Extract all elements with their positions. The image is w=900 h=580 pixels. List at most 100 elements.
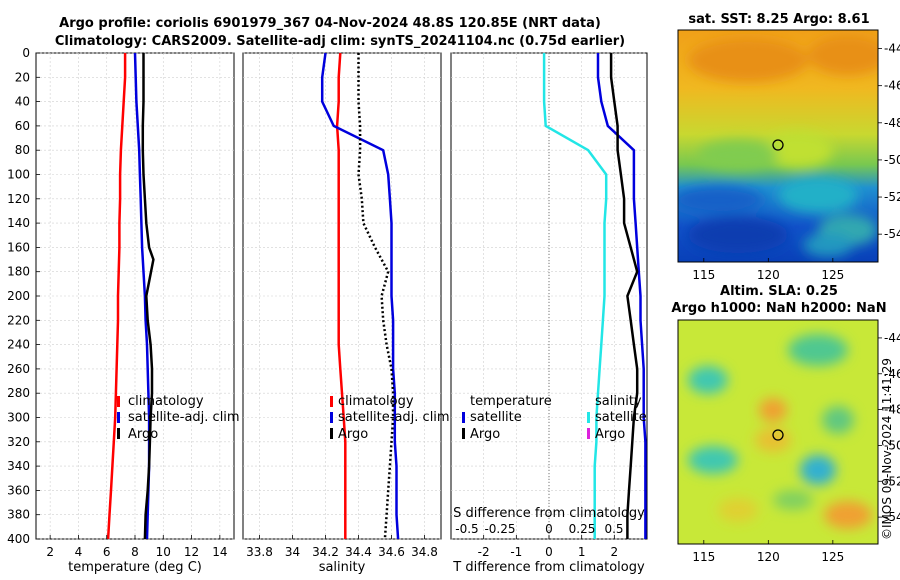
map-y-tick-label: -48 [884,116,900,130]
sla-argo-marker [772,429,784,441]
difference-xlabel: T difference from climatology [452,560,645,575]
map-y-tick-label: -54 [884,227,900,241]
x-tick-label: 0 [545,545,553,559]
y-tick-label: 400 [7,532,30,546]
map-x-tick-label: 115 [692,268,715,282]
x-tick-label: 1 [578,545,586,559]
y-tick-label: 360 [7,483,30,497]
x-tick-label: -2 [478,545,490,559]
sla-map-title2: Argo h1000: NaN h2000: NaN [671,301,886,316]
diff-legend-salinity-title: salinity [595,394,642,409]
diff-legend-temp-argo: Argo [470,427,500,442]
difference-legend: temperature satellite Argo salinity sate… [462,394,647,442]
y-tick-label: 220 [7,313,30,327]
x-tick-label: 34 [285,545,300,559]
y-tick-label: 80 [15,143,30,157]
map-y-tick-label: -52 [884,474,900,488]
y-tick-label: 140 [7,216,30,230]
map-x-tick-label: 120 [757,550,780,564]
map-y-tick-label: -50 [884,438,900,452]
temperature-panel: 2 4 6 8 10 12 14 0 20 40 60 80 100 120 140 160 180 200 22… [7,46,240,575]
series-argo [141,53,155,540]
map-y-tick-label: -48 [884,403,900,417]
diff-legend-sal-satellite: satellite [595,410,647,425]
difference-top-label: S difference from climatology [453,506,645,521]
y-tick-label: 380 [7,508,30,522]
map-x-tick-label: 120 [757,268,780,282]
y-tick-label: 300 [7,411,30,425]
map-x-tick-label: 115 [692,550,715,564]
x-tick-label: 8 [131,545,139,559]
sla-map: Altim. SLA: 0.25 Argo h1000: NaN h2000: … [671,284,900,564]
y-tick-label: 260 [7,362,30,376]
series-salinity-satellite [542,53,608,539]
diff-legend-temperature-title: temperature [470,394,552,409]
map-y-tick-label: -44 [884,331,900,345]
top-tick-label: 0.25 [569,522,596,536]
sal-legend-argo: Argo [338,427,368,442]
temp-legend-argo: Argo [128,427,158,442]
x-tick-label: 2 [46,545,54,559]
sal-legend-climatology: climatology [338,394,414,409]
sst-map: sat. SST: 8.25 Argo: 8.61 -44 -46 -48 -50 -5… [677,12,900,282]
top-tick-label: 0.5 [604,522,623,536]
map-y-tick-label: -46 [884,367,900,381]
map-x-tick-label: 125 [821,268,844,282]
y-tick-label: 60 [15,119,30,133]
sst-map-title: sat. SST: 8.25 Argo: 8.61 [688,12,869,27]
salinity-panel: 33.8 34 34.2 34.4 34.6 34.8 salinity climatol… [242,52,450,575]
top-tick-label: -0.25 [484,522,515,536]
series-climatology [335,52,347,539]
salinity-legend: climatology satellite-adj. clim Argo [330,394,450,442]
series-argo [357,53,395,540]
x-tick-label: 34.4 [345,545,372,559]
top-tick-label: 0 [545,522,553,536]
x-tick-label: 4 [75,545,83,559]
title-line1: Argo profile: coriolis 6901979_367 04-No… [59,16,601,31]
diff-legend-temp-satellite: satellite [470,410,522,425]
x-tick-label: 34.8 [411,545,438,559]
temp-legend-satellite: satellite-adj. clim [128,410,240,425]
map-y-tick-label: -52 [884,190,900,204]
map-y-tick-label: -54 [884,510,900,524]
temperature-xlabel: temperature (deg C) [68,560,202,575]
y-tick-label: 280 [7,386,30,400]
y-tick-label: 340 [7,459,30,473]
x-tick-label: -1 [510,545,522,559]
map-y-tick-label: -46 [884,79,900,93]
y-tick-label: 120 [7,192,30,206]
temp-legend-climatology: climatology [128,394,204,409]
y-tick-label: 100 [7,168,30,182]
map-x-tick-label: 125 [821,550,844,564]
salinity-xlabel: salinity [319,560,366,575]
x-tick-label: 14 [212,545,227,559]
y-tick-label: 160 [7,240,30,254]
diff-legend-sal-argo: Argo [595,427,625,442]
y-tick-label: 0 [22,46,30,60]
x-tick-label: 2 [611,545,619,559]
x-tick-label: 10 [156,545,171,559]
difference-panel: -2 -1 0 1 2 -0.5 -0.25 0 0.25 0.5 T difference f… [450,52,648,575]
x-tick-label: 34.6 [378,545,405,559]
top-tick-label: -0.5 [455,522,478,536]
series-satellite-adj-clim [320,52,400,540]
sst-argo-marker [772,139,784,151]
map-y-tick-label: -44 [884,42,900,56]
map-y-tick-label: -50 [884,153,900,167]
y-tick-label: 40 [15,95,30,109]
sal-legend-satellite: satellite-adj. clim [338,410,450,425]
x-tick-label: 12 [184,545,199,559]
x-tick-label: 34.2 [312,545,339,559]
series-temperature-argo [609,53,639,539]
y-tick-label: 20 [15,70,30,84]
y-tick-label: 320 [7,435,30,449]
y-tick-label: 200 [7,289,30,303]
sla-map-title1: Altim. SLA: 0.25 [720,284,838,299]
x-tick-label: 6 [103,545,111,559]
title-line2: Climatology: CARS2009. Satellite-adj cli… [55,34,625,49]
y-tick-label: 240 [7,338,30,352]
temperature-legend: climatology satellite-adj. clim Argo [117,394,240,442]
series-climatology [106,53,127,540]
x-tick-label: 33.8 [246,545,273,559]
